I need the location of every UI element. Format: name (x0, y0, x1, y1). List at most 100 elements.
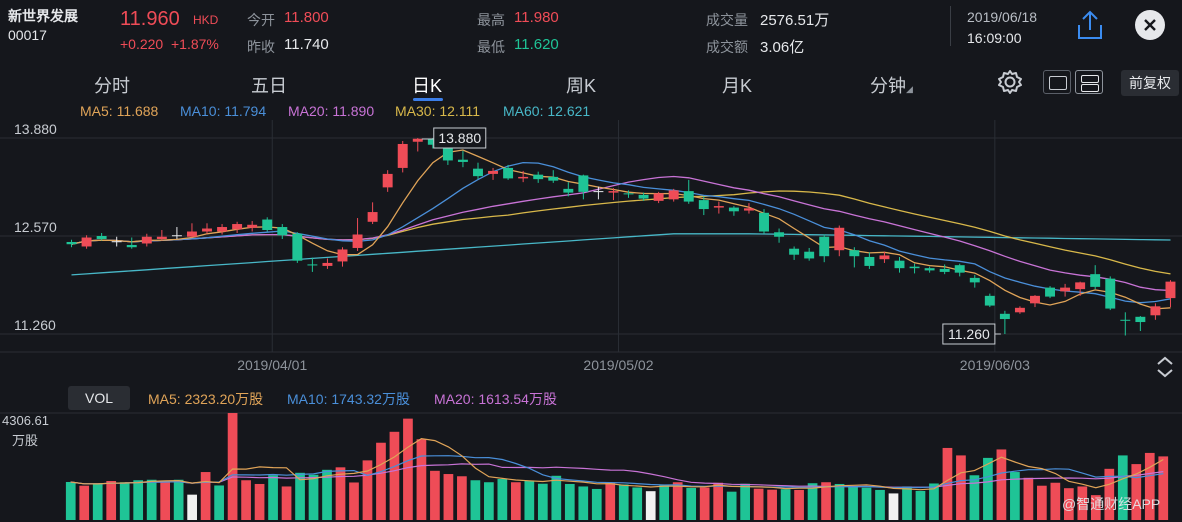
volume-chart[interactable] (0, 405, 1182, 522)
candle-body (804, 251, 815, 259)
layout-single-toggle[interactable] (1043, 70, 1071, 94)
legend-ma30: MA30: 12.111 (395, 103, 481, 119)
candle-body (247, 224, 258, 228)
candle-body (608, 191, 619, 193)
tab-minute[interactable]: 分钟◢ (870, 72, 913, 98)
volume-bar (875, 489, 885, 520)
candle-body (111, 241, 122, 243)
vol-ma10-line (70, 455, 1164, 489)
high-value: 11.980 (514, 9, 559, 26)
candle-body (1120, 319, 1131, 321)
volume-bar (537, 483, 548, 520)
candle-body (367, 212, 378, 222)
volume-bar (1023, 477, 1034, 520)
volume-bar (106, 480, 117, 520)
volume-bar (632, 487, 643, 520)
volume-bar (214, 485, 224, 520)
stock-name: 新世界发展 (8, 8, 78, 24)
double-chevron-icon[interactable] (1150, 354, 1180, 380)
candlestick-chart[interactable]: 13.880 12.570 11.260 2019/04/01 2019/05/02 20… (0, 120, 1182, 382)
candle-body (412, 138, 423, 142)
volume-bar (1077, 486, 1088, 520)
candle-body (834, 227, 845, 251)
volume-bar (713, 482, 724, 520)
candle-body (668, 190, 679, 200)
volume-bar (969, 475, 980, 520)
tab-daily-k[interactable]: 日K (412, 76, 443, 96)
low-value: 11.620 (514, 36, 559, 53)
legend-vol-ma10: MA10: 1743.32万股 (287, 391, 410, 407)
candle-body (232, 224, 243, 230)
volume-bar (376, 442, 386, 520)
layout-split-toggle[interactable] (1075, 70, 1103, 94)
change-value: +0.220 (120, 36, 164, 52)
y-tick-label: 12.570 (14, 219, 57, 235)
volume-bar (1104, 468, 1115, 520)
change-percent: +1.87% (171, 36, 219, 52)
y-tick-label: 13.880 (14, 121, 57, 137)
candle-body (533, 174, 544, 180)
low-label: 最低 (477, 39, 505, 55)
prev-close-label: 昨收 (247, 39, 275, 55)
volume-bar (160, 481, 171, 520)
candle-body (819, 236, 830, 257)
legend-vol-ma5: MA5: 2323.20万股 (148, 391, 264, 407)
close-icon[interactable] (1135, 10, 1165, 40)
legend-ma10: MA10: 11.794 (180, 103, 267, 119)
candle-body (1045, 287, 1056, 297)
volume-bar (241, 480, 251, 520)
volume-bar (335, 467, 346, 520)
volume-bar (92, 483, 103, 520)
candle-body (969, 277, 980, 283)
volume-bar (1037, 485, 1047, 520)
max-price-label: 13.880 (438, 130, 481, 146)
volume-bar (187, 494, 197, 520)
volume-bar (645, 491, 656, 520)
candle-body (457, 159, 468, 162)
volume-bar (1144, 452, 1155, 520)
candle-body (186, 231, 197, 237)
header-divider (950, 6, 951, 46)
volume-bar (484, 482, 494, 520)
volume-bar (942, 447, 953, 520)
legend-vol-ma20: MA20: 1613.54万股 (434, 391, 557, 407)
volume-bar (1158, 456, 1169, 520)
volume-bar (173, 479, 184, 520)
candle-body (683, 191, 694, 202)
share-icon[interactable] (1074, 8, 1106, 42)
volume-bar (295, 472, 305, 520)
adjust-price-button[interactable]: 前复权 (1121, 70, 1179, 96)
volume-indicator-button[interactable]: VOL (68, 386, 130, 410)
volume-bar (686, 487, 697, 520)
vol-ma20-line (70, 463, 1164, 488)
volume-bar (605, 482, 616, 520)
tab-monthly-k[interactable]: 月K (722, 76, 753, 96)
candle-body (473, 168, 483, 177)
volume-bar (659, 485, 670, 520)
candle-body (849, 250, 860, 257)
candle-body (277, 227, 288, 236)
open-value: 11.800 (284, 9, 329, 26)
volume-bar (902, 486, 912, 520)
volume-bar (510, 482, 521, 520)
tab-intraday[interactable]: 分时 (94, 76, 130, 96)
candle-body (1165, 281, 1176, 299)
ma60-line (71, 233, 1171, 276)
tab-five-day[interactable]: 五日 (251, 76, 287, 96)
candle-body (307, 264, 318, 266)
ma5-line (71, 149, 1171, 310)
watermark: @智通财经APP (1062, 496, 1161, 512)
candle-body (1105, 278, 1116, 309)
tab-weekly-k[interactable]: 周K (566, 76, 597, 96)
volume-bar (349, 482, 359, 520)
open-label: 今开 (247, 12, 275, 28)
candle-body (518, 176, 529, 179)
volume-bar (821, 482, 831, 520)
volume-bar (146, 479, 157, 520)
min-label-box (942, 323, 996, 345)
candle-body (382, 173, 393, 188)
volume-bar (416, 439, 427, 520)
candle-body (789, 248, 800, 255)
gear-icon[interactable] (996, 68, 1024, 96)
max-label-box (433, 127, 487, 149)
